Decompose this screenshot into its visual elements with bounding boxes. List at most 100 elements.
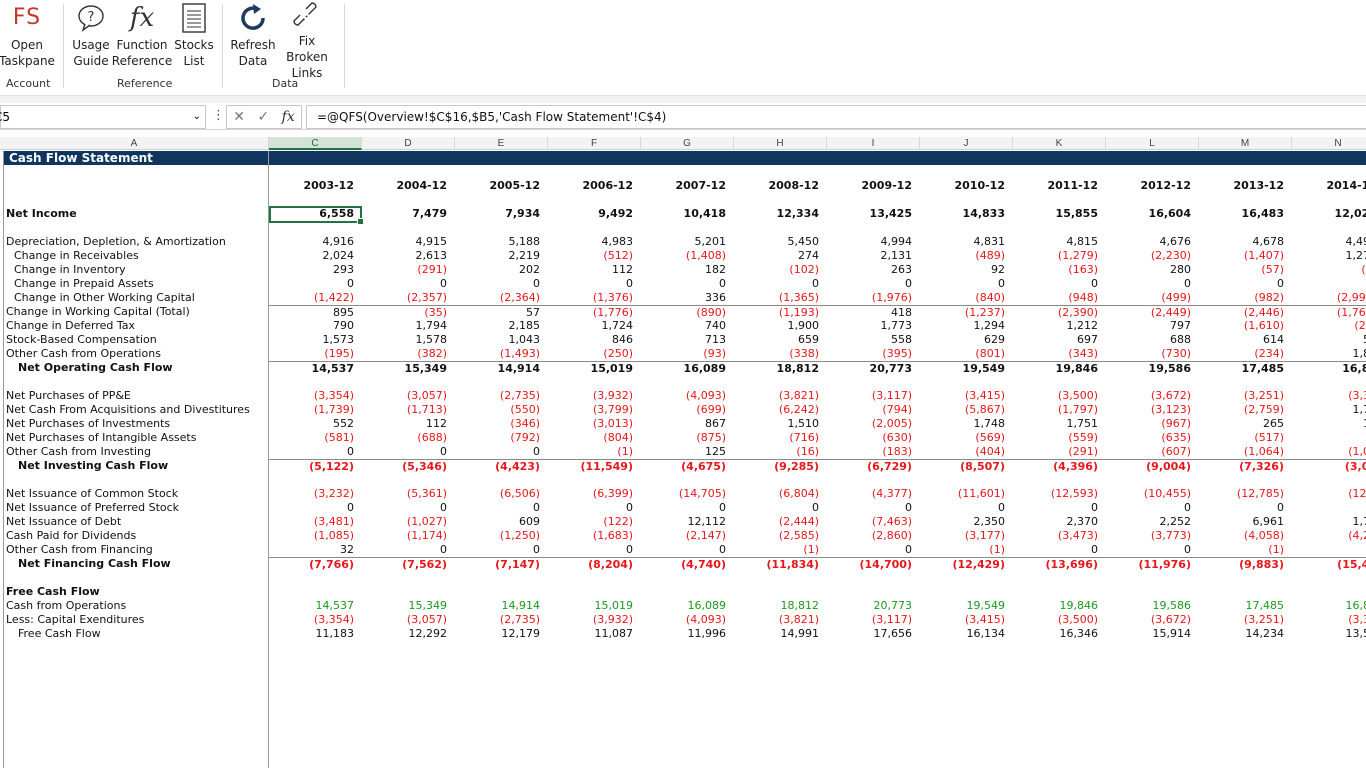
cell-value[interactable]: (7,463) <box>871 515 912 528</box>
cell-value[interactable]: 15,914 <box>1152 627 1192 640</box>
row-label[interactable]: Net Cash From Acquisitions and Divestitu… <box>6 403 250 416</box>
cell-value[interactable]: 0 <box>347 445 354 458</box>
cell-value[interactable]: (716) <box>789 431 819 444</box>
cell-value[interactable]: 867 <box>705 417 726 430</box>
cell-value[interactable]: (517) <box>1254 431 1284 444</box>
cell-value[interactable]: 1,724 <box>601 319 634 332</box>
cell-value[interactable]: (3,672) <box>1150 613 1191 626</box>
cell-value[interactable]: 697 <box>1077 333 1098 346</box>
cell-value[interactable]: (875) <box>696 431 726 444</box>
cell-value[interactable]: 2,131 <box>880 249 913 262</box>
cell-value[interactable]: (1,085) <box>313 529 354 542</box>
cell-value[interactable]: (3,354) <box>313 389 354 402</box>
cell-value[interactable]: 14,914 <box>501 599 541 612</box>
cell-value[interactable]: 19,549 <box>966 599 1006 612</box>
column-header-c[interactable]: C <box>269 137 362 150</box>
cell-value[interactable]: (9,004) <box>1106 459 1199 474</box>
spreadsheet-grid[interactable]: Cash Flow Statement 2003-12 2004-12 2005-1… <box>0 151 1366 768</box>
cell-value[interactable]: (3,481) <box>313 515 354 528</box>
row-label[interactable]: Change in Receivables <box>14 249 139 262</box>
cell-value[interactable]: 4,994 <box>880 235 913 248</box>
cell-value[interactable]: 0 <box>1292 277 1366 291</box>
cell-value[interactable]: 16,483 <box>1241 207 1284 220</box>
cell-value[interactable]: (3,672) <box>1150 389 1191 402</box>
cell-value[interactable]: 2,219 <box>508 249 541 262</box>
cell-value[interactable]: (1) <box>1268 543 1284 556</box>
cell-value[interactable]: 293 <box>333 263 354 276</box>
cell-value[interactable]: (840) <box>975 291 1005 304</box>
cell-value[interactable]: (13,696) <box>1013 557 1106 572</box>
column-header-f[interactable]: F <box>548 137 641 150</box>
row-label[interactable]: Change in Other Working Capital <box>14 291 195 304</box>
cell-value[interactable]: 614 <box>1263 333 1284 346</box>
cell-value[interactable]: (2,449) <box>1106 305 1199 320</box>
cell-value[interactable]: (11,549) <box>548 459 641 474</box>
cell-value[interactable]: 6,961 <box>1252 515 1285 528</box>
cell-value[interactable]: (234) <box>1254 347 1284 360</box>
cell-value[interactable]: (3,251) <box>1243 389 1284 402</box>
cell-value[interactable]: (982) <box>1254 291 1284 304</box>
cell-value[interactable]: 797 <box>1170 319 1191 332</box>
cell-value[interactable]: (699) <box>696 403 726 416</box>
cell-value[interactable]: 0 <box>812 277 819 290</box>
cell-value[interactable]: (3,117) <box>871 613 912 626</box>
cell-value[interactable]: (6,729) <box>827 459 920 474</box>
chevron-down-icon[interactable]: ⌄ <box>192 111 201 122</box>
cell-value[interactable]: 19,549 <box>920 361 1013 376</box>
cell-value[interactable]: 16,86 <box>1345 599 1366 612</box>
refresh-data-button[interactable]: Refresh Data <box>230 0 276 74</box>
cell-value[interactable]: (8,204) <box>548 557 641 572</box>
cell-value[interactable]: (7,147) <box>455 557 548 572</box>
cell-value[interactable]: (8,507) <box>920 459 1013 474</box>
cell-value[interactable]: 0 <box>1091 277 1098 290</box>
cell-value[interactable]: 1,773 <box>880 319 913 332</box>
cell-value[interactable]: 12,334 <box>776 207 819 220</box>
cell-value[interactable]: 112 <box>426 417 447 430</box>
cell-value[interactable]: 12,179 <box>501 627 541 640</box>
cell-value[interactable]: 0 <box>812 501 819 514</box>
cell-value[interactable]: (3,33 <box>1348 389 1366 402</box>
cell-value[interactable]: 265 <box>1263 417 1284 430</box>
cell-value[interactable]: 2,252 <box>1159 515 1192 528</box>
cell-value[interactable]: 20,773 <box>873 599 913 612</box>
cell-value[interactable]: (4,26 <box>1348 529 1366 542</box>
cell-value[interactable]: (4,093) <box>685 389 726 402</box>
cell-value[interactable]: (93) <box>703 347 726 360</box>
cell-value[interactable]: (2,446) <box>1199 305 1292 320</box>
cell-value[interactable]: (15,45 <box>1292 557 1366 572</box>
cell-value[interactable]: (3,177) <box>964 529 1005 542</box>
cell-value[interactable]: 552 <box>333 417 354 430</box>
cell-value[interactable]: (11,601) <box>957 487 1005 500</box>
cell-value[interactable]: 10,418 <box>683 207 726 220</box>
enter-check-icon[interactable]: ✓ <box>257 109 270 125</box>
cell-value[interactable]: 0 <box>533 277 540 290</box>
cell-value[interactable]: (2,735) <box>499 389 540 402</box>
cell-value[interactable]: 0 <box>905 501 912 514</box>
cell-value[interactable]: 4,916 <box>322 235 355 248</box>
cell-value[interactable]: (948) <box>1068 291 1098 304</box>
cell-value[interactable]: (2,444) <box>778 515 819 528</box>
cell-value[interactable]: (730) <box>1161 347 1191 360</box>
cell-value[interactable]: (4,093) <box>685 613 726 626</box>
cell-value[interactable]: (183) <box>882 445 912 458</box>
cell-value[interactable]: (382) <box>417 347 447 360</box>
cell-value[interactable]: (1,422) <box>313 291 354 304</box>
cell-value[interactable]: 4,915 <box>415 235 448 248</box>
cell-value[interactable]: 1,270 <box>1345 249 1366 262</box>
cell-value[interactable]: 1,510 <box>787 417 820 430</box>
cell-value[interactable]: 0 <box>998 501 1005 514</box>
cell-value[interactable]: (3,773) <box>1150 529 1191 542</box>
cell-value[interactable]: 2,185 <box>508 319 541 332</box>
cancel-icon[interactable]: ✕ <box>233 109 245 125</box>
cell-value[interactable]: 14,833 <box>962 207 1005 220</box>
cell-value[interactable]: 5,201 <box>694 235 727 248</box>
cell-value[interactable]: (35) <box>362 305 455 320</box>
cell-value[interactable]: 558 <box>891 333 912 346</box>
cell-value[interactable]: (1) <box>803 543 819 556</box>
cell-value[interactable]: 15,019 <box>548 361 641 376</box>
cell-value[interactable]: (291) <box>1068 445 1098 458</box>
row-label[interactable]: Other Cash from Operations <box>6 347 161 360</box>
cell-value[interactable]: 790 <box>333 319 354 332</box>
row-label[interactable]: Depreciation, Depletion, & Amortization <box>6 235 226 248</box>
cell-value[interactable]: (4 <box>1292 431 1366 445</box>
